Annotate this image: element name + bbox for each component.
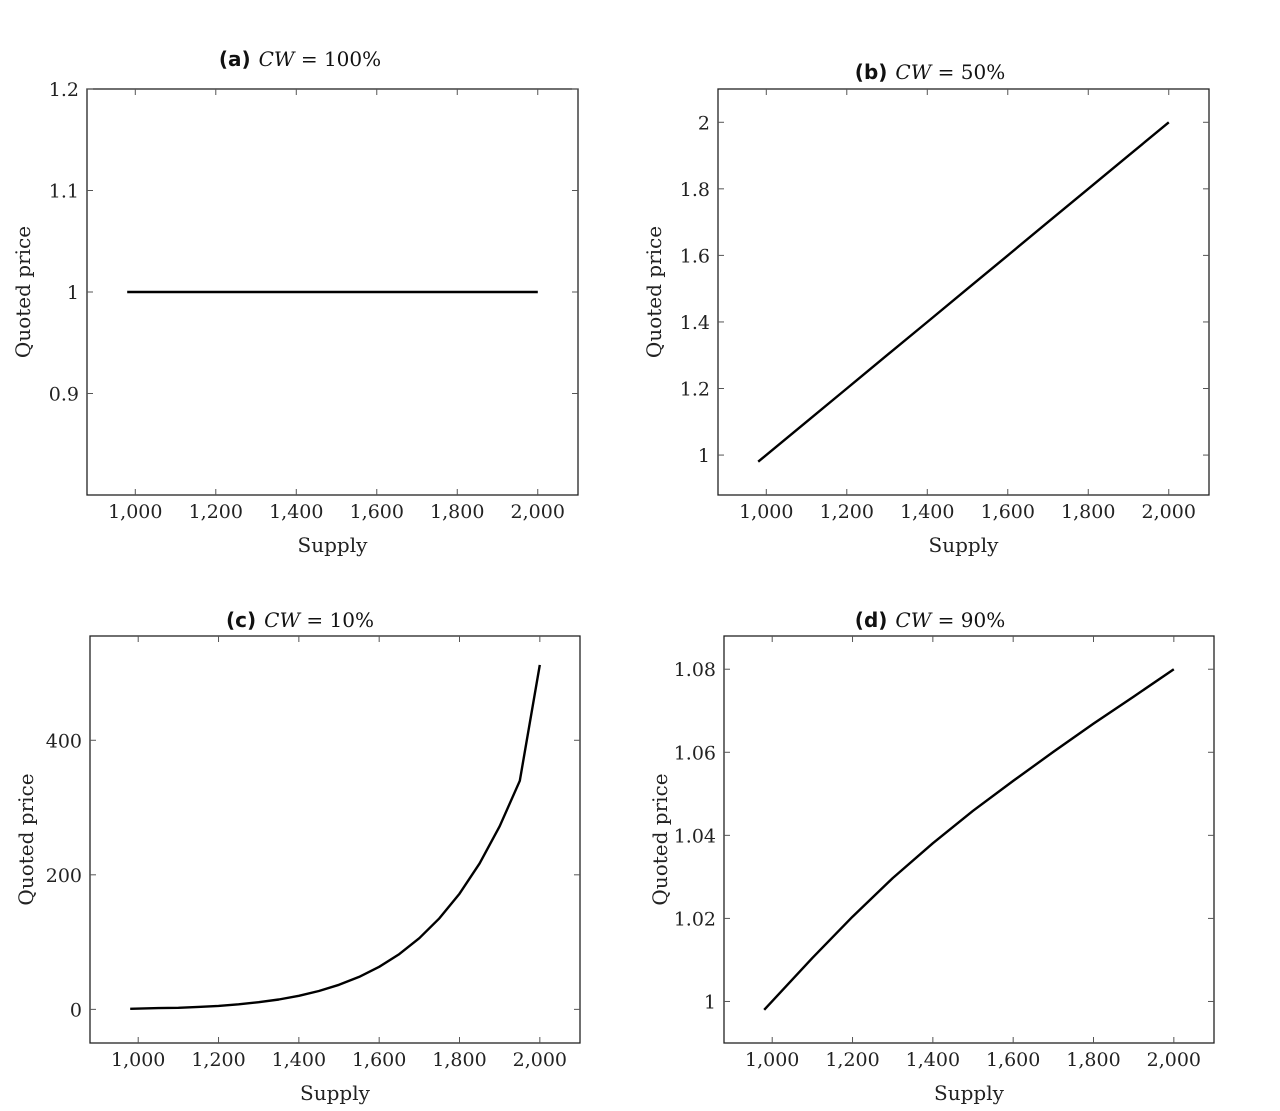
plot-frame [723, 635, 1215, 1044]
x-tick-label: 2,000 [1147, 1049, 1201, 1071]
plot-frame [717, 88, 1210, 496]
x-tick-label: 1,400 [900, 501, 954, 523]
x-axis-title: Supply [929, 533, 1000, 557]
y-tick-label: 1 [698, 445, 710, 467]
x-tick-label: 1,600 [981, 501, 1035, 523]
x-axis-title: Supply [300, 1081, 371, 1105]
panel-label: (c) [226, 608, 256, 632]
panel-title-value: = 50% [931, 60, 1005, 84]
panel-title: (d) CW = 90% [855, 608, 1005, 632]
x-tick-label: 1,000 [745, 1049, 799, 1071]
panel-title-value: = 90% [931, 608, 1005, 632]
y-tick-label: 200 [46, 865, 82, 887]
panel-label: (a) [219, 47, 251, 71]
y-tick-label: 1.2 [680, 379, 710, 401]
x-tick-label: 1,200 [189, 501, 243, 523]
y-axis-title: Quoted price [642, 226, 666, 358]
series-line [763, 668, 1175, 1011]
y-tick-label: 0.9 [49, 384, 79, 406]
panel-title-variable: CW [264, 608, 301, 632]
y-tick-label: 1.02 [674, 908, 716, 930]
y-tick-label: 1 [67, 282, 79, 304]
x-tick-label: 1,800 [1066, 1049, 1120, 1071]
x-tick-label: 1,000 [739, 501, 793, 523]
x-tick-label: 2,000 [511, 501, 565, 523]
x-axis-title: Supply [934, 1081, 1005, 1105]
x-tick-label: 1,200 [191, 1049, 245, 1071]
y-axis-title: Quoted price [648, 773, 672, 905]
panel-title: (a) CW = 100% [219, 47, 381, 71]
x-tick-label: 1,600 [350, 501, 404, 523]
x-tick-label: 1,400 [269, 501, 323, 523]
y-tick-label: 1.8 [680, 179, 710, 201]
x-tick-label: 2,000 [1142, 501, 1196, 523]
x-tick-label: 1,600 [352, 1049, 406, 1071]
panel-title: (b) CW = 50% [855, 60, 1005, 84]
x-tick-label: 1,200 [825, 1049, 879, 1071]
y-axis-title: Quoted price [11, 226, 35, 358]
y-tick-label: 1 [704, 991, 716, 1013]
series-line [757, 121, 1170, 463]
y-tick-label: 1.2 [49, 79, 79, 101]
y-tick-label: 1.1 [49, 181, 79, 203]
series-line [130, 664, 541, 1010]
chart-panel-3: 1,000 1,200 1,400 1,600 1,800 2,000 1 1.02 1.04 1… [648, 608, 1215, 1105]
x-tick-label: 2,000 [513, 1049, 567, 1071]
y-tick-label: 1.6 [680, 245, 710, 267]
y-tick-label: 0 [70, 999, 82, 1021]
y-tick-label: 1.08 [674, 659, 716, 681]
x-tick-label: 1,400 [272, 1049, 326, 1071]
plot-frame [89, 635, 581, 1044]
x-tick-label: 1,000 [111, 1049, 165, 1071]
panel-title-variable: CW [259, 47, 296, 71]
chart-panel-2: 1,000 1,200 1,400 1,600 1,800 2,000 0 200 400 Sup… [14, 608, 581, 1105]
panel-title-variable: CW [895, 60, 932, 84]
x-tick-label: 1,800 [1061, 501, 1115, 523]
x-tick-label: 1,200 [820, 501, 874, 523]
panel-title-variable: CW [895, 608, 932, 632]
y-axis-title: Quoted price [14, 773, 38, 905]
panel-title: (c) CW = 10% [226, 608, 374, 632]
y-tick-label: 2 [698, 112, 710, 134]
x-tick-label: 1,800 [430, 501, 484, 523]
y-tick-label: 1.06 [674, 742, 716, 764]
panel-label: (b) [855, 60, 888, 84]
x-tick-label: 1,400 [906, 1049, 960, 1071]
chart-panel-0: 1,000 1,200 1,400 1,600 1,800 2,000 0.9 1 1.1 1.2… [11, 47, 579, 557]
panel-title-value: = 100% [294, 47, 381, 71]
x-axis-title: Supply [298, 533, 369, 557]
y-tick-label: 1.4 [680, 312, 710, 334]
x-tick-label: 1,800 [432, 1049, 486, 1071]
y-tick-label: 400 [46, 730, 82, 752]
chart-panel-1: 1,000 1,200 1,400 1,600 1,800 2,000 1 1.2 1.4 1.6… [642, 60, 1210, 557]
panel-title-value: = 10% [300, 608, 374, 632]
x-tick-label: 1,600 [986, 1049, 1040, 1071]
x-tick-label: 1,000 [108, 501, 162, 523]
y-tick-label: 1.04 [674, 825, 716, 847]
panel-label: (d) [855, 608, 888, 632]
